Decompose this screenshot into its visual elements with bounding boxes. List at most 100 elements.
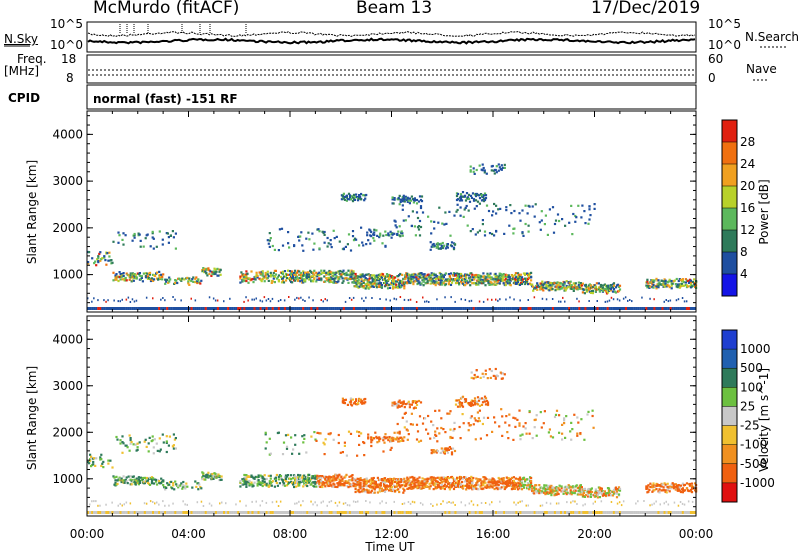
power-cell xyxy=(453,272,457,275)
velocity-cell xyxy=(467,422,470,425)
power-cell xyxy=(88,251,91,254)
velocity-cell xyxy=(148,436,151,439)
power-cell xyxy=(545,307,548,310)
power-cell xyxy=(318,230,321,233)
velocity-cell xyxy=(180,482,183,485)
velocity-cell xyxy=(440,447,443,450)
velocity-cell xyxy=(411,475,414,479)
power-cell xyxy=(345,196,348,199)
velocity-cell xyxy=(379,511,382,514)
power-cell xyxy=(117,307,120,310)
velocity-cell xyxy=(482,482,485,485)
power-cell xyxy=(304,280,307,283)
velocity-cell xyxy=(516,488,520,491)
velocity-cell xyxy=(194,511,197,514)
power-cell xyxy=(107,307,110,310)
velocity-cell xyxy=(269,477,272,480)
power-cell xyxy=(457,274,460,277)
velocity-cell xyxy=(365,485,368,488)
power-cell xyxy=(483,234,487,237)
velocity-cell xyxy=(561,432,564,435)
velocity-cell xyxy=(408,479,411,482)
velocity-cell xyxy=(97,504,99,507)
power-cell xyxy=(653,298,655,301)
power-cell xyxy=(606,307,609,310)
power-cell xyxy=(87,261,90,264)
velocity-cell xyxy=(507,437,510,440)
velocity-cell xyxy=(225,502,227,505)
velocity-cell xyxy=(323,482,326,485)
power-cell xyxy=(491,232,494,236)
velocity-cell xyxy=(329,477,332,480)
velocity-cell xyxy=(669,487,672,490)
velocity-cell xyxy=(556,491,559,494)
power-cell xyxy=(291,271,294,274)
power-cell xyxy=(450,296,452,299)
power-cell xyxy=(420,282,423,285)
power-cell xyxy=(471,192,475,195)
power-cell xyxy=(332,275,335,278)
power-cell xyxy=(216,267,219,270)
power-cell xyxy=(324,280,327,283)
power-cell xyxy=(132,279,135,282)
power-cell xyxy=(281,279,285,282)
velocity-cell xyxy=(453,427,456,431)
velocity-cell xyxy=(122,442,125,445)
power-cell xyxy=(216,307,220,310)
power-cell xyxy=(147,307,151,310)
power-cell xyxy=(312,275,315,278)
velocity-cell xyxy=(344,511,347,514)
power-cell xyxy=(403,285,406,288)
power-cell xyxy=(385,307,388,310)
power-cell xyxy=(89,307,92,310)
power-cell xyxy=(209,270,212,273)
power-cell xyxy=(268,245,271,248)
power-cell xyxy=(365,307,368,310)
power-cell xyxy=(682,284,685,287)
velocity-cell xyxy=(315,439,318,442)
power-cell xyxy=(270,281,273,284)
power-cell xyxy=(452,279,456,282)
power-cell xyxy=(483,192,487,195)
power-cell xyxy=(571,286,574,289)
power-cell xyxy=(502,282,505,285)
velocity-cell xyxy=(404,411,407,414)
power-cell xyxy=(320,272,323,276)
power-cell xyxy=(651,307,654,310)
velocity-cell xyxy=(348,475,351,478)
velocity-cell xyxy=(580,418,583,421)
power-cell xyxy=(164,299,166,302)
power-cell xyxy=(302,281,305,284)
velocity-cell xyxy=(392,437,395,440)
velocity-cell xyxy=(279,500,282,503)
power-cell xyxy=(453,243,457,246)
velocity-cell xyxy=(411,480,414,483)
velocity-cell xyxy=(162,484,165,487)
velocity-cell xyxy=(358,479,361,482)
velocity-cell xyxy=(214,511,218,514)
power-cell xyxy=(410,278,413,281)
power-cell xyxy=(278,228,281,231)
power-cell xyxy=(202,307,205,310)
velocity-cell xyxy=(524,478,527,481)
power-cell xyxy=(277,249,280,252)
power-cell xyxy=(536,282,539,285)
power-cell xyxy=(520,282,524,285)
power-cell xyxy=(252,281,255,284)
velocity-cell xyxy=(341,397,344,400)
power-cell xyxy=(269,300,272,303)
velocity-cell xyxy=(415,438,419,441)
velocity-cell xyxy=(179,484,182,487)
power-cell xyxy=(372,274,375,277)
power-cell xyxy=(117,241,120,244)
velocity-cell xyxy=(358,434,361,437)
power-cell xyxy=(580,284,583,287)
velocity-cell xyxy=(298,476,301,479)
velocity-cell xyxy=(406,429,409,432)
velocity-cell xyxy=(472,377,475,380)
velocity-cell xyxy=(137,478,140,481)
power-cell xyxy=(287,269,290,272)
power-cell xyxy=(162,307,165,310)
velocity-cell xyxy=(661,483,664,486)
power-cell xyxy=(579,282,582,285)
